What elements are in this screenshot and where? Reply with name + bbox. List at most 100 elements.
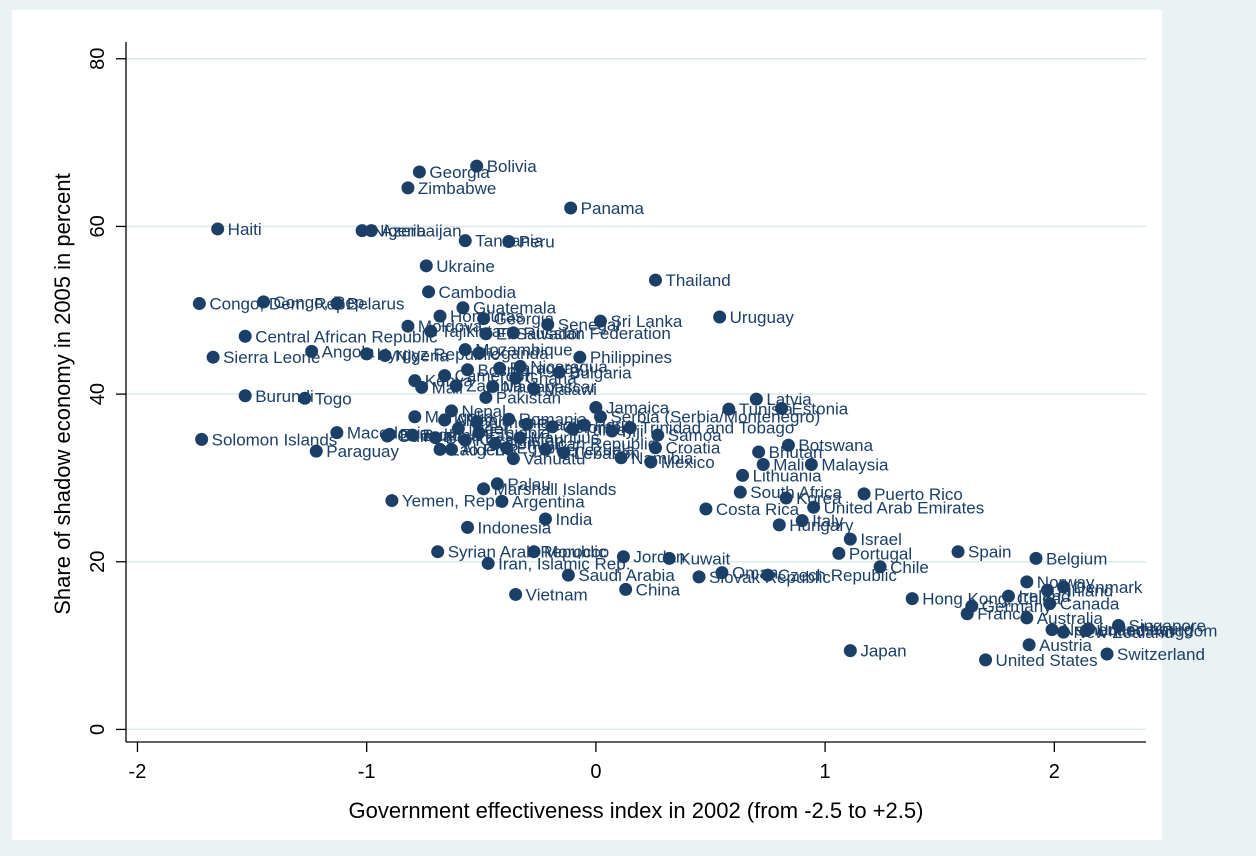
point-label-13: Congo, Rep. bbox=[274, 293, 369, 312]
data-point-23 bbox=[479, 327, 493, 341]
point-label-56: Namibia bbox=[631, 449, 694, 468]
point-label-82: Jordan bbox=[633, 548, 685, 567]
point-label-26: Kyrgyz Republic bbox=[377, 345, 500, 364]
point-label-133: Nicaragua bbox=[530, 357, 608, 376]
data-point-88 bbox=[1020, 575, 1034, 589]
point-label-83: Chile bbox=[890, 558, 929, 577]
point-label-57: Mexico bbox=[661, 453, 715, 472]
data-point-110 bbox=[438, 413, 452, 427]
point-label-17: Sri Lanka bbox=[610, 312, 682, 331]
point-label-65: Korea bbox=[796, 489, 842, 508]
data-point-126 bbox=[538, 442, 552, 456]
point-label-103: United Kingdom bbox=[1096, 622, 1217, 641]
data-point-1 bbox=[412, 165, 426, 179]
data-point-49 bbox=[648, 441, 662, 455]
point-label-32: Bosnia bbox=[478, 361, 531, 380]
data-point-115 bbox=[566, 422, 580, 436]
point-label-10: Thailand bbox=[665, 271, 730, 290]
data-point-133 bbox=[513, 359, 527, 373]
data-point-20 bbox=[433, 309, 447, 323]
data-point-62 bbox=[477, 482, 491, 496]
data-point-3 bbox=[564, 201, 578, 215]
point-label-34: Madagascar bbox=[503, 378, 597, 397]
data-point-65 bbox=[779, 491, 793, 505]
point-label-98: Australia bbox=[1037, 609, 1104, 628]
data-point-132 bbox=[527, 382, 541, 396]
point-label-39: Mali bbox=[432, 378, 463, 397]
data-point-24 bbox=[206, 350, 220, 364]
point-label-90: Finland bbox=[1057, 581, 1113, 600]
data-point-53 bbox=[433, 442, 447, 456]
data-point-81 bbox=[481, 556, 495, 570]
data-point-90 bbox=[1040, 583, 1054, 597]
point-label-15: Guatemala bbox=[473, 299, 557, 318]
point-label-54: Lebanon bbox=[574, 444, 640, 463]
data-point-134 bbox=[424, 324, 438, 338]
point-label-16: Uruguay bbox=[730, 308, 795, 327]
data-point-124 bbox=[380, 429, 394, 443]
point-label-58: Malaysia bbox=[821, 456, 889, 475]
point-label-95: Canada bbox=[1060, 595, 1120, 614]
point-label-21: Moldova bbox=[418, 317, 483, 336]
point-label-62: Marshall Islands bbox=[494, 480, 617, 499]
point-label-68: Costa Rica bbox=[716, 500, 800, 519]
point-label-70: India bbox=[555, 510, 592, 529]
point-label-25: Angola bbox=[322, 342, 375, 361]
data-point-116 bbox=[577, 418, 591, 432]
data-point-22 bbox=[238, 329, 252, 343]
data-point-104 bbox=[1022, 638, 1036, 652]
point-label-31: Bulgaria bbox=[569, 363, 632, 382]
data-point-41 bbox=[722, 402, 736, 416]
point-label-113: Brazil bbox=[537, 415, 580, 434]
data-point-30 bbox=[493, 361, 507, 375]
point-label-45: Romania bbox=[519, 410, 588, 429]
data-point-114 bbox=[545, 420, 559, 434]
point-label-5: Nigeria bbox=[372, 222, 426, 241]
point-label-135: Mozambique bbox=[475, 341, 572, 360]
point-label-79: Belgium bbox=[1046, 549, 1107, 568]
data-point-6 bbox=[364, 224, 378, 238]
point-label-121: Kazakhstan bbox=[475, 431, 564, 450]
point-label-51: Bhutan bbox=[769, 443, 823, 462]
point-label-92: China bbox=[636, 580, 681, 599]
data-point-84 bbox=[715, 566, 729, 580]
data-point-61 bbox=[490, 477, 504, 491]
point-label-134: Tajikistan bbox=[441, 322, 511, 341]
data-point-46 bbox=[195, 432, 209, 446]
data-point-19 bbox=[506, 326, 520, 340]
data-point-44 bbox=[593, 410, 607, 424]
y-tick-label-40: 40 bbox=[87, 383, 109, 405]
point-label-119: Samoa bbox=[668, 426, 722, 445]
data-point-0 bbox=[470, 159, 484, 173]
point-label-76: Portugal bbox=[849, 544, 912, 563]
point-label-85: Slovak Republic bbox=[709, 568, 831, 587]
data-point-117 bbox=[605, 424, 619, 438]
data-point-97 bbox=[960, 607, 974, 621]
data-point-25 bbox=[305, 344, 319, 358]
data-point-32 bbox=[461, 363, 475, 377]
point-label-88: Norway bbox=[1037, 573, 1095, 592]
point-label-60: Lithuania bbox=[753, 466, 823, 485]
data-point-99 bbox=[1111, 618, 1125, 632]
point-label-1: Georgia bbox=[429, 163, 490, 182]
point-label-86: Czech Republic bbox=[778, 566, 898, 585]
gridlines bbox=[126, 58, 1146, 731]
data-point-82 bbox=[616, 550, 630, 564]
data-point-26 bbox=[360, 347, 374, 361]
data-point-118 bbox=[623, 421, 637, 435]
point-label-131: Zambia bbox=[466, 377, 523, 396]
data-point-69 bbox=[807, 500, 821, 514]
data-point-98 bbox=[1020, 611, 1034, 625]
data-point-127 bbox=[488, 437, 502, 451]
axes: 0 20 40 60 80 -2 -1 0 1 2 bbox=[87, 42, 1146, 783]
data-point-68 bbox=[699, 502, 713, 516]
data-point-77 bbox=[431, 545, 445, 559]
point-label-126: Venezuela bbox=[555, 440, 635, 459]
point-label-71: Italy bbox=[812, 512, 844, 531]
point-label-78: Morocco bbox=[544, 543, 609, 562]
data-point-9 bbox=[419, 259, 433, 273]
data-point-74 bbox=[843, 532, 857, 546]
data-point-10 bbox=[648, 273, 662, 287]
data-point-5 bbox=[355, 224, 369, 238]
data-point-63 bbox=[733, 485, 747, 499]
